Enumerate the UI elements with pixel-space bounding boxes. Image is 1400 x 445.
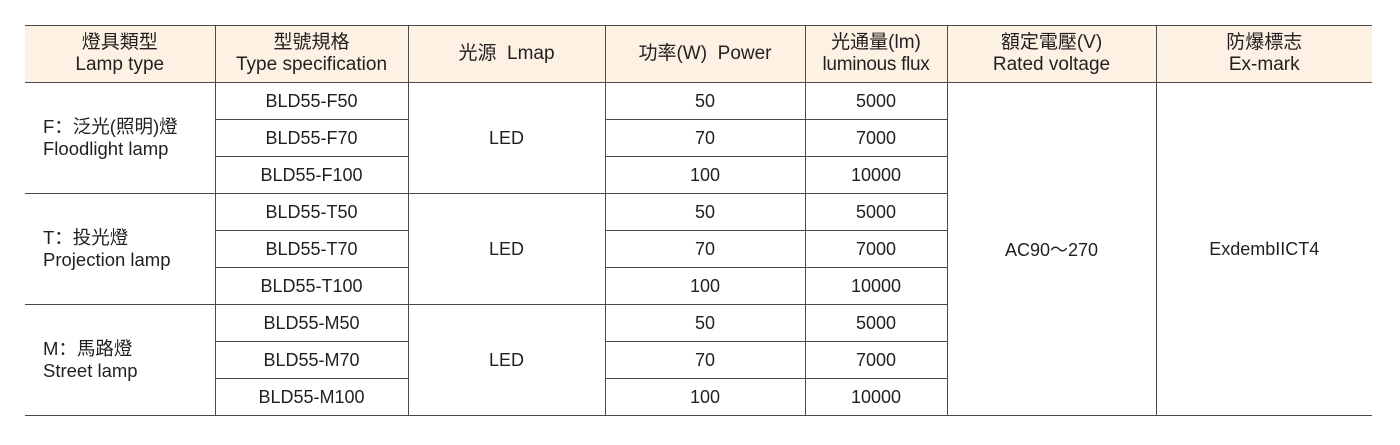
table-row: BLD55-T70 70 7000 [25, 230, 1372, 268]
header-lamp-type: 燈具類型 Lamp type [25, 25, 216, 83]
flux-cell: 7000 [804, 230, 947, 268]
table-row: BLD55-F70 70 7000 [25, 119, 1372, 157]
power-cell: 50 [604, 304, 806, 342]
flux-cell: 10000 [804, 156, 947, 194]
source-cell: LED [407, 193, 606, 305]
model-cell: BLD55-F50 [214, 82, 409, 120]
table-row: T：投光燈 Projection lamp BLD55-T50 LED 50 5000 [25, 193, 1372, 305]
model-cell: BLD55-M50 [214, 304, 409, 342]
lamp-type-cell: F：泛光(照明)燈 Floodlight lamp [25, 82, 216, 194]
voltage-cell: AC90～270 [946, 82, 1157, 416]
table-row: F：泛光(照明)燈 Floodlight lamp BLD55-F50 LED 50 50… [25, 82, 1372, 416]
power-cell: 70 [604, 341, 806, 379]
header-power: 功率(W) Power [604, 25, 806, 83]
header-flux: 光通量(lm) luminous flux [804, 25, 948, 83]
source-cell: LED [407, 304, 606, 416]
table-row: BLD55-T100 100 10000 [25, 267, 1372, 305]
model-cell: BLD55-F100 [215, 156, 409, 194]
flux-cell: 7000 [804, 119, 947, 157]
power-cell: 100 [604, 378, 806, 416]
source-cell: LED [407, 82, 606, 194]
lamp-type-cell: T：投光燈 Projection lamp [25, 193, 216, 305]
header-type-spec: 型號規格 Type specification [214, 25, 409, 83]
power-cell: 70 [604, 230, 806, 268]
flux-cell: 5000 [804, 304, 947, 342]
power-cell: 100 [604, 267, 806, 305]
power-cell: 70 [604, 119, 806, 157]
lamp-type-cell: M：馬路燈 Street lamp [25, 304, 216, 416]
table-row: BLD55-M100 100 10000 [25, 378, 1372, 416]
table-row: BLD55-F100 100 10000 [25, 156, 1372, 194]
spec-table: 燈具類型 Lamp type 型號規格 Type specification 光源 … [25, 25, 1372, 416]
model-cell: BLD55-T70 [215, 230, 409, 268]
model-cell: BLD55-M100 [215, 378, 409, 416]
model-cell: BLD55-T100 [215, 267, 409, 305]
power-cell: 50 [604, 82, 806, 120]
flux-cell: 5000 [804, 82, 948, 120]
model-cell: BLD55-M70 [215, 341, 409, 379]
header-source: 光源 Lmap [407, 25, 606, 83]
power-cell: 100 [604, 156, 806, 194]
power-cell: 50 [604, 193, 806, 231]
model-cell: BLD55-T50 [214, 193, 409, 231]
flux-cell: 7000 [804, 341, 947, 379]
model-cell: BLD55-F70 [215, 119, 409, 157]
flux-cell: 5000 [804, 193, 947, 231]
flux-cell: 10000 [804, 378, 947, 416]
flux-cell: 10000 [804, 267, 947, 305]
header-row: 燈具類型 Lamp type 型號規格 Type specification 光源 … [25, 25, 1372, 83]
ex-mark-cell: ExdembIICT4 [1155, 82, 1372, 416]
header-ex-mark: 防爆標志 Ex-mark [1155, 25, 1372, 83]
header-voltage: 額定電壓(V) Rated voltage [946, 25, 1157, 83]
table-row: M：馬路燈 Street lamp BLD55-M50 LED 50 5000 [25, 304, 1372, 416]
